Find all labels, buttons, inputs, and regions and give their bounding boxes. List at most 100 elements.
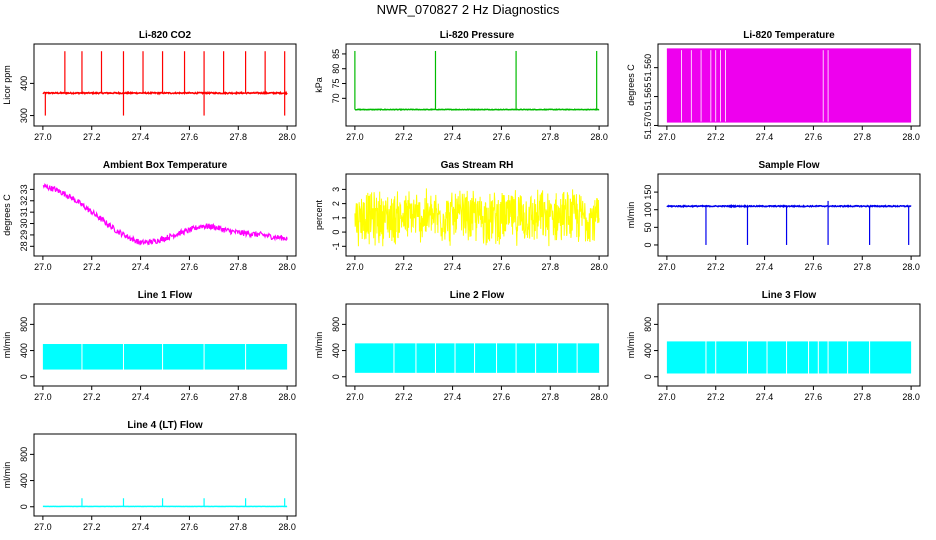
- x-tick-label: 27.8: [542, 262, 560, 272]
- y-axis-label: Licor ppm: [2, 65, 12, 105]
- x-tick-label: 27.8: [230, 262, 248, 272]
- y-tick-label: 800: [19, 317, 29, 332]
- x-tick-label: 27.2: [395, 392, 413, 402]
- y-tick-label: 0: [643, 242, 653, 247]
- plot-frame: [345, 173, 609, 257]
- panel-title: Gas Stream RH: [441, 160, 514, 171]
- y-tick-label: 80: [331, 64, 341, 74]
- x-tick-label: 27.8: [854, 132, 872, 142]
- y-tick-label: 300: [19, 108, 29, 123]
- x-tick-label: 28.0: [590, 132, 608, 142]
- series-line: [354, 50, 600, 112]
- y-tick-label: 3: [331, 187, 341, 192]
- x-tick-label: 28.0: [902, 392, 920, 402]
- y-axis-label: ml/min: [2, 332, 12, 359]
- plot-frame: [33, 303, 297, 387]
- y-tick-label: 400: [331, 343, 341, 358]
- y-tick-label: 31: [19, 207, 29, 217]
- plot-frame: [33, 43, 297, 127]
- series-trace: [42, 182, 288, 246]
- x-tick-label: 27.0: [34, 392, 52, 402]
- series-band: [666, 341, 912, 374]
- y-tick-label: 150: [643, 185, 653, 200]
- x-tick-label: 28.0: [278, 392, 296, 402]
- panel-title: Li-820 Pressure: [440, 30, 515, 41]
- x-tick-label: 27.8: [854, 392, 872, 402]
- series-line: [42, 498, 288, 508]
- x-tick-label: 27.2: [83, 392, 101, 402]
- plot-frame: [345, 43, 609, 127]
- y-tick-label: 32: [19, 196, 29, 206]
- x-tick-label: 27.2: [395, 132, 413, 142]
- series-line: [666, 48, 912, 123]
- y-tick-label: 400: [19, 343, 29, 358]
- y-axis-label: ml/min: [626, 202, 636, 229]
- y-axis-label: degrees C: [626, 64, 636, 106]
- x-tick-label: 27.6: [181, 392, 199, 402]
- x-tick-label: 27.4: [444, 132, 462, 142]
- series-line: [42, 51, 288, 116]
- y-tick-label: 400: [19, 76, 29, 91]
- x-tick-label: 27.8: [230, 522, 248, 532]
- y-tick-label: -1: [331, 242, 341, 250]
- series-line: [42, 182, 288, 246]
- x-tick-label: 27.2: [395, 262, 413, 272]
- y-tick-label: 33: [19, 184, 29, 194]
- y-tick-label: 51.560: [643, 54, 653, 82]
- x-tick-label: 27.2: [707, 392, 725, 402]
- y-tick-label: 800: [19, 447, 29, 462]
- y-axis-label: ml/min: [2, 462, 12, 489]
- plot-frame: [33, 173, 297, 257]
- panel-title: Line 1 Flow: [138, 290, 193, 301]
- x-tick-label: 27.4: [756, 132, 774, 142]
- x-tick-label: 27.6: [181, 522, 199, 532]
- x-tick-label: 28.0: [590, 262, 608, 272]
- panel-6: Sample Flow ml/min 27.0 27.2 27.4 27.6 27.8 28.…: [626, 160, 921, 272]
- x-tick-label: 27.8: [542, 132, 560, 142]
- y-axis-label: kPa: [314, 77, 324, 93]
- panel-title: Line 3 Flow: [762, 290, 817, 301]
- x-tick-label: 27.8: [230, 392, 248, 402]
- panel-3: Li-820 Temperature degrees C 27.0 27.2 27.4 2…: [626, 30, 921, 142]
- x-tick-label: 27.4: [756, 392, 774, 402]
- panel-7: Line 1 Flow ml/min 27.0 27.2 27.4 27.6 27.8 28.…: [2, 290, 297, 402]
- y-axis-label: ml/min: [314, 332, 324, 359]
- x-tick-label: 27.4: [132, 132, 150, 142]
- series-trace: [354, 108, 600, 112]
- x-tick-label: 27.0: [346, 132, 364, 142]
- x-tick-label: 27.4: [132, 522, 150, 532]
- x-tick-label: 27.2: [83, 262, 101, 272]
- x-tick-label: 27.6: [181, 132, 199, 142]
- y-tick-label: 2: [331, 201, 341, 206]
- y-tick-label: 30: [19, 219, 29, 229]
- panel-title: Line 4 (LT) Flow: [127, 420, 203, 431]
- x-tick-label: 27.0: [346, 262, 364, 272]
- plot-frame: [657, 173, 921, 257]
- y-tick-label: 50: [643, 222, 653, 232]
- x-tick-label: 27.4: [756, 262, 774, 272]
- x-tick-label: 27.6: [493, 132, 511, 142]
- series-line: [666, 340, 912, 375]
- y-tick-label: 0: [19, 504, 29, 509]
- x-tick-label: 27.0: [658, 262, 676, 272]
- y-tick-label: 0: [19, 374, 29, 379]
- series-band: [354, 343, 600, 373]
- x-tick-label: 27.2: [707, 262, 725, 272]
- figure-title: NWR_070827 2 Hz Diagnostics: [376, 2, 560, 17]
- series-trace: [354, 188, 600, 247]
- x-tick-label: 27.0: [658, 132, 676, 142]
- x-tick-label: 27.0: [346, 392, 364, 402]
- panel-10: Line 4 (LT) Flow ml/min 27.0 27.2 27.4 27.6 27…: [2, 420, 297, 532]
- series-line: [42, 343, 288, 371]
- series-band: [42, 344, 288, 370]
- x-tick-label: 27.4: [444, 392, 462, 402]
- x-tick-label: 27.0: [34, 132, 52, 142]
- y-tick-label: 100: [643, 202, 653, 217]
- y-tick-label: 400: [19, 473, 29, 488]
- series-band: [666, 49, 912, 123]
- x-tick-label: 27.0: [658, 392, 676, 402]
- x-tick-label: 28.0: [590, 392, 608, 402]
- y-tick-label: 51.570: [643, 112, 653, 140]
- x-tick-label: 27.6: [493, 262, 511, 272]
